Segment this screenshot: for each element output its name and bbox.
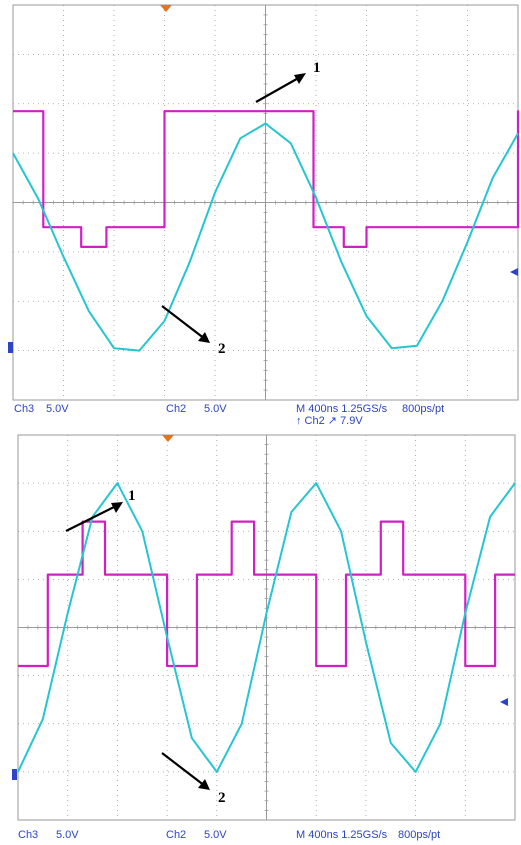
status-bar: Ch3 5.0V Ch2 5.0V M 400ns 1.25GS/s 800ps… [14,403,444,427]
timebase-readout: M 400ns 1.25GS/s [296,403,388,415]
ch2-ground-marker [8,342,13,353]
trace2-marker-label: 2 [218,790,226,806]
trace2-arrow-head [198,779,210,790]
trace1-arrow-shaft [65,504,119,532]
ch2-ground-marker [12,769,17,780]
resolution-readout: 800ps/pt [402,403,444,415]
ch2-trace [12,122,519,352]
resolution-readout: 800ps/pt [398,829,440,841]
ch3-scale: 5.0V [46,403,69,415]
trace1-arrow-head [111,502,123,513]
trace1-arrow-head [294,73,306,84]
trigger-readout: ↑ Ch2 ↗ 7.9V [296,415,363,427]
trigger-position-marker [160,5,172,12]
trace1-marker-label: 1 [128,488,136,504]
ch2-label: Ch2 [166,829,186,841]
scope-panel-2: 1 2 Ch3 5.0V Ch2 5.0V M 400ns 1.25GS/s 8… [12,434,516,841]
trace-layer [12,110,520,352]
trace2-arrow-head [198,332,210,343]
trace1-marker-label: 1 [313,60,321,76]
trace1-arrow-shaft [255,75,303,103]
trace2-arrow-shaft [161,305,206,340]
trigger-level-marker [510,268,518,276]
ch3-trace [13,110,520,248]
ch2-label: Ch2 [166,403,186,415]
trace-layer [17,482,516,773]
trigger-position-marker [162,435,174,442]
ch3-label: Ch3 [14,403,34,415]
ch2-scale: 5.0V [204,829,227,841]
ch3-scale: 5.0V [56,829,79,841]
ch3-trace [18,520,515,668]
scope-panel-1: 1 2 Ch3 5.0V Ch2 5.0V M 400ns 1.25GS/s 8… [8,4,520,427]
trace2-arrow-shaft [161,752,206,787]
trigger-level-marker [500,698,508,706]
graticule [12,5,519,401]
ch3-label: Ch3 [18,829,38,841]
ch2-trace [17,482,516,773]
trace2-marker-label: 2 [218,341,226,357]
timebase-readout: M 400ns 1.25GS/s [296,829,388,841]
ch2-scale: 5.0V [204,403,227,415]
status-bar: Ch3 5.0V Ch2 5.0V M 400ns 1.25GS/s 800ps… [18,829,440,841]
